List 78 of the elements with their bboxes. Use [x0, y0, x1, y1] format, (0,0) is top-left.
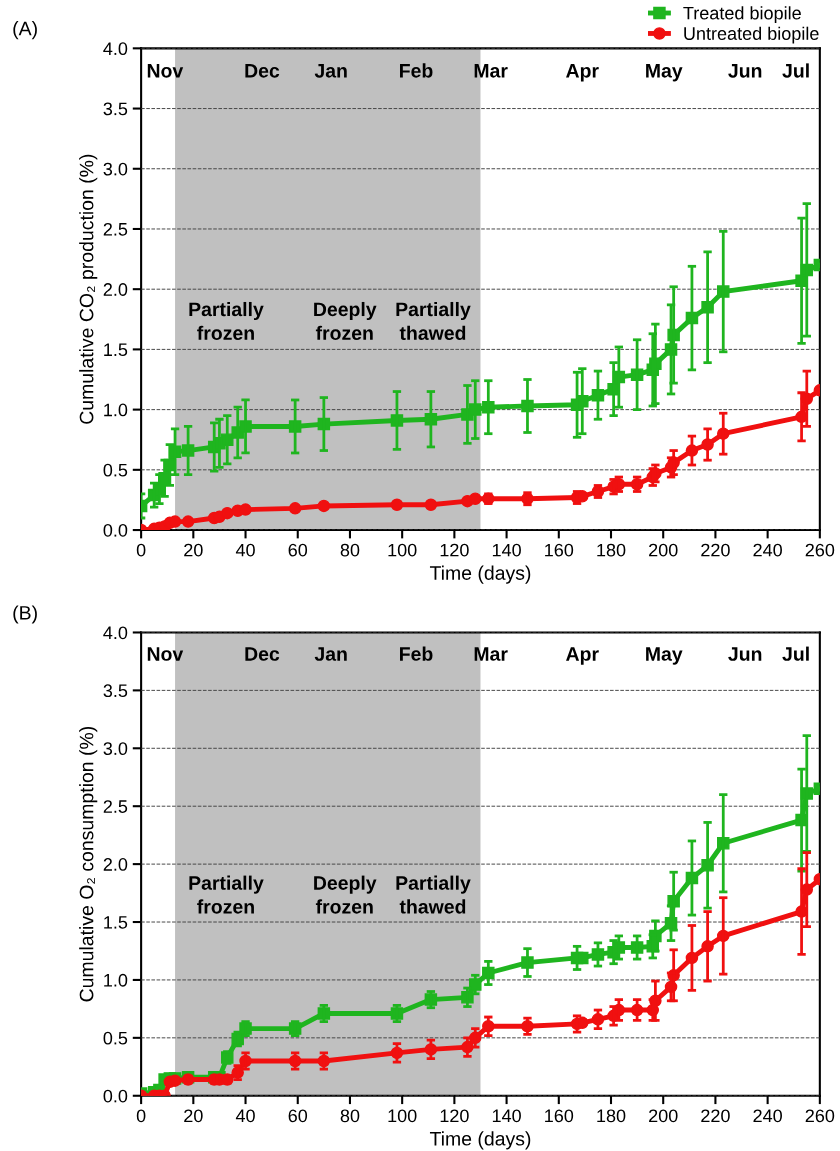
y-axis-title: Cumulative CO₂ production (%) — [79, 154, 98, 424]
legend-label: Treated biopile — [683, 6, 801, 24]
annotation: Dec — [245, 647, 280, 661]
x-tick-label: 180 — [597, 1109, 626, 1123]
annotation: Partially thawed — [396, 301, 471, 341]
annotation: Mar — [474, 647, 508, 661]
y-tick-label: 3.5 — [103, 684, 128, 698]
y-tick-label: 2.5 — [103, 800, 128, 813]
annotation: Mar — [474, 64, 508, 78]
y-tick-label: 3.0 — [103, 742, 128, 756]
annotation: Feb — [400, 63, 433, 78]
y-tick-label: 1.5 — [104, 343, 128, 357]
x-tick-label: 0 — [136, 543, 146, 557]
x-tick-label: 220 — [701, 1109, 730, 1123]
x-tick-label: 260 — [805, 1109, 835, 1123]
annotation: Jun — [728, 64, 762, 78]
y-tick-label: 3.5 — [103, 102, 128, 116]
y-tick-label: 0.5 — [103, 1031, 128, 1045]
x-tick-label: 160 — [545, 543, 574, 557]
annotation: Nov — [147, 647, 184, 661]
y-tick-label: 0.0 — [103, 523, 128, 537]
x-tick-label: 180 — [597, 543, 626, 557]
chart-title: (A) — [13, 21, 37, 40]
annotation: Apr — [566, 64, 599, 82]
x-tick-label: 100 — [388, 1109, 417, 1123]
x-tick-label: 20 — [184, 1109, 203, 1123]
annotation: Deeply frozen — [314, 875, 377, 914]
annotation: Deeply frozen — [314, 301, 377, 341]
annotation: May — [646, 647, 683, 665]
annotation: Partially frozen — [189, 301, 264, 341]
legend-label: Untreated biopile — [684, 26, 819, 44]
y-axis-title: Cumulative O₂ consumption (%) — [79, 727, 98, 1002]
x-tick-label: 120 — [440, 1109, 469, 1123]
annotation: Partially thawed — [396, 875, 471, 914]
x-tick-label: 100 — [388, 543, 417, 557]
annotation: Partially frozen — [189, 875, 264, 914]
annotation: Dec — [245, 64, 280, 78]
x-tick-label: 160 — [545, 1109, 574, 1123]
y-tick-label: 1.0 — [104, 973, 128, 987]
y-tick-label: 2.0 — [103, 283, 128, 296]
x-tick-label: 80 — [340, 1109, 360, 1123]
y-tick-label: 0.5 — [103, 463, 128, 477]
x-axis-title: Time (days) — [429, 565, 531, 584]
y-tick-label: 1.5 — [104, 916, 128, 929]
x-tick-label: 200 — [649, 543, 678, 557]
x-tick-label: 40 — [235, 1109, 255, 1123]
annotation: Jan — [314, 64, 347, 78]
x-tick-label: 260 — [805, 543, 835, 557]
y-tick-label: 2.0 — [103, 858, 128, 871]
annotation: Nov — [147, 64, 184, 78]
x-tick-label: 120 — [440, 543, 469, 557]
annotation: Jun — [728, 647, 762, 661]
x-tick-label: 0 — [136, 1109, 146, 1123]
annotation: Jul — [782, 646, 809, 661]
y-tick-label: 4.0 — [103, 626, 128, 640]
x-tick-label: 140 — [492, 1109, 521, 1123]
annotation: May — [646, 64, 683, 82]
x-tick-label: 200 — [649, 1109, 678, 1123]
x-tick-label: 80 — [340, 543, 360, 557]
x-tick-label: 20 — [184, 543, 203, 557]
y-tick-label: 3.0 — [103, 162, 128, 176]
annotation: Jul — [782, 63, 809, 78]
annotation: Feb — [400, 646, 433, 661]
y-tick-label: 0.0 — [103, 1089, 128, 1103]
y-tick-label: 4.0 — [103, 42, 128, 56]
x-tick-label: 60 — [288, 543, 308, 557]
x-tick-label: 240 — [753, 1109, 782, 1123]
x-tick-label: 220 — [701, 543, 730, 557]
x-tick-label: 140 — [492, 543, 521, 557]
y-tick-label: 2.5 — [103, 222, 128, 236]
x-tick-label: 40 — [235, 543, 255, 557]
annotation: Apr — [566, 647, 599, 665]
annotation: Jan — [314, 647, 347, 661]
x-axis-title: Time (days) — [429, 1131, 531, 1150]
x-tick-label: 240 — [753, 543, 782, 557]
chart-title: (B) — [13, 605, 37, 624]
x-tick-label: 60 — [288, 1109, 308, 1123]
y-tick-label: 1.0 — [104, 403, 128, 417]
